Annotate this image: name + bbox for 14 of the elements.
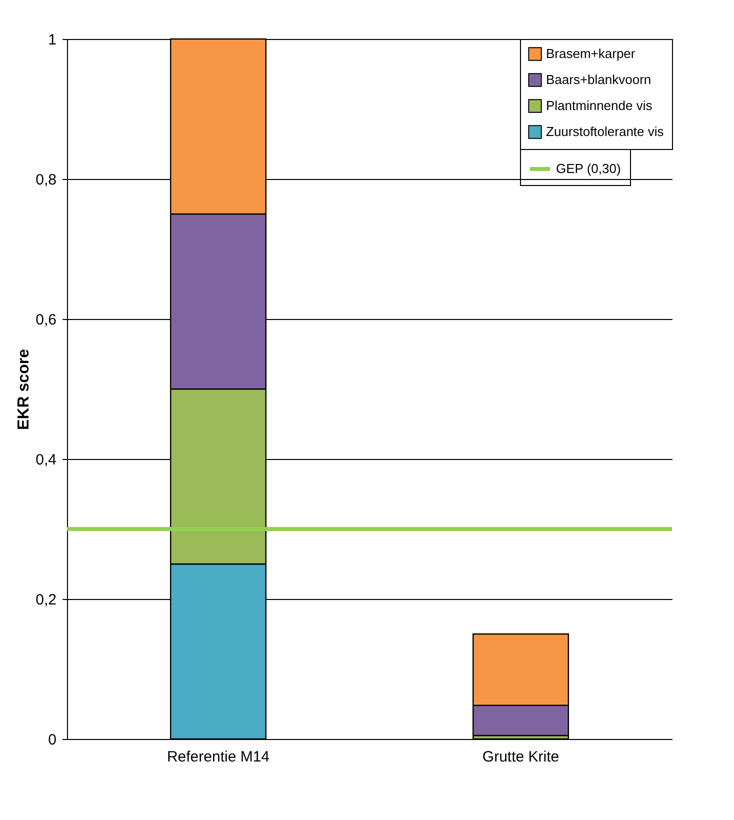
legend-label: Plantminnende vis xyxy=(546,98,653,113)
y-tick-label: 0,2 xyxy=(36,592,56,608)
legend-label: Zuurstoftolerante vis xyxy=(546,124,664,139)
x-tick-label: Grutte Krite xyxy=(482,748,560,766)
y-tick-label: 0 xyxy=(48,732,56,748)
y-tick-label: 0,8 xyxy=(36,172,56,188)
legend-label: Baars+blankvoorn xyxy=(546,72,652,87)
legend-label: Brasem+karper xyxy=(546,46,636,61)
y-tick-label: 0,4 xyxy=(36,452,56,468)
legend-label: GEP (0,30) xyxy=(556,161,621,176)
y-axis-title: EKR score xyxy=(16,348,33,430)
x-tick-label: Referentie M14 xyxy=(166,748,270,766)
y-tick-label: 1 xyxy=(48,32,56,48)
y-tick-label: 0,6 xyxy=(36,312,56,328)
